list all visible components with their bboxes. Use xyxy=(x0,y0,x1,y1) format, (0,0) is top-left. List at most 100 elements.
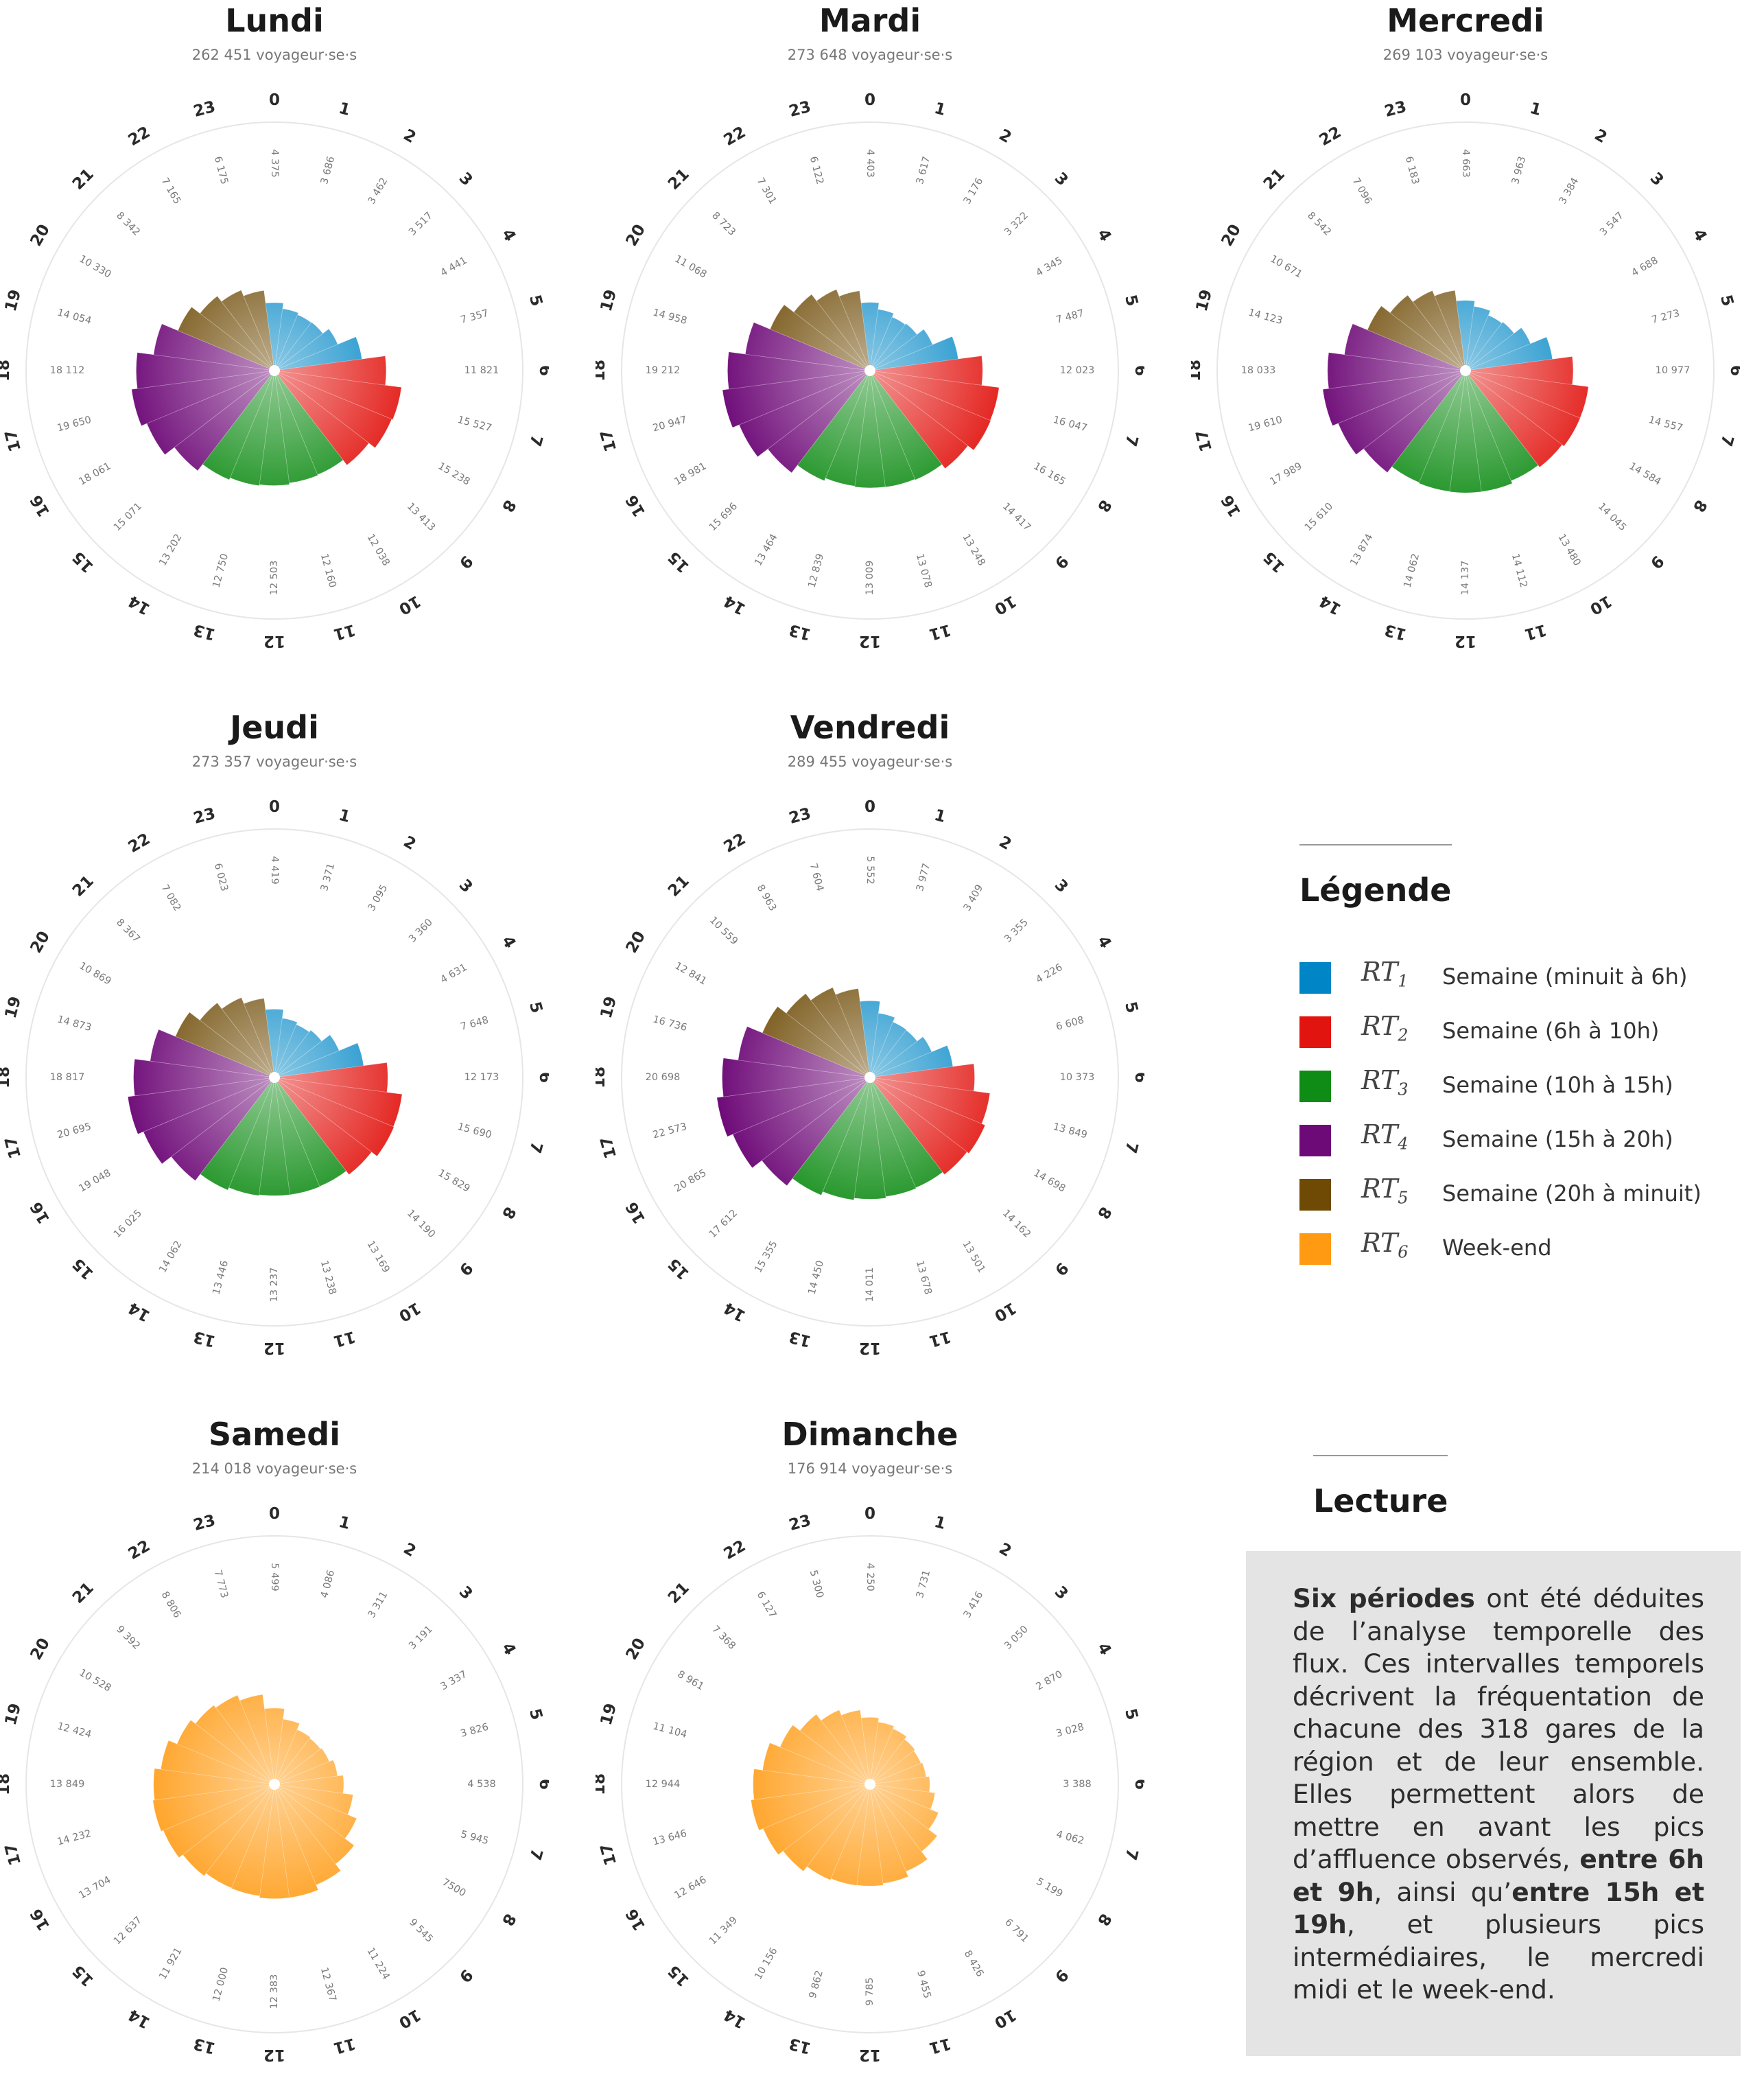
bar-hour-17 xyxy=(722,370,871,428)
hour-label: 15 xyxy=(665,1961,693,1990)
bar-hour-5 xyxy=(1465,336,1553,371)
value-label: 14 232 xyxy=(56,1828,93,1848)
value-label: 12 750 xyxy=(211,552,231,589)
hour-label: 21 xyxy=(69,872,97,900)
value-label: 14 011 xyxy=(864,1268,875,1303)
value-label: 14 112 xyxy=(1509,552,1529,589)
value-label: 6 127 xyxy=(755,1590,779,1620)
bar-hour-14 xyxy=(797,370,871,482)
value-label: 3 384 xyxy=(1557,176,1581,207)
bar-hour-7 xyxy=(869,370,1000,421)
hour-label: 8 xyxy=(1094,1911,1115,1929)
value-label: 12 646 xyxy=(673,1874,709,1901)
hour-label: 12 xyxy=(1455,632,1476,650)
bar-hour-18 xyxy=(153,1768,275,1801)
hour-label: 0 xyxy=(269,91,280,109)
hour-label: 14 xyxy=(721,2005,749,2032)
hour-label: 8 xyxy=(498,1204,519,1222)
value-label: 4 226 xyxy=(1035,962,1065,986)
hour-label: 17 xyxy=(598,1841,620,1867)
hour-label: 11 xyxy=(331,2034,357,2057)
bar-hour-9 xyxy=(869,370,969,469)
bar-hour-15 xyxy=(1363,370,1466,474)
hour-label: 22 xyxy=(126,1537,154,1564)
bar-hour-0 xyxy=(264,1707,285,1785)
value-label: 7 368 xyxy=(709,1624,738,1652)
value-label: 19 048 xyxy=(78,1167,113,1194)
bar-hour-16 xyxy=(732,1077,871,1169)
value-label: 7500 xyxy=(440,1877,468,1899)
value-label: 3 311 xyxy=(366,1590,390,1620)
hour-label: 6 xyxy=(536,1072,549,1083)
hour-label: 3 xyxy=(456,170,476,190)
hour-label: 10 xyxy=(991,2005,1020,2032)
value-label: 18 981 xyxy=(673,460,709,487)
bar-hour-8 xyxy=(274,370,392,449)
value-label: 14 123 xyxy=(1247,307,1284,327)
hour-label: 17 xyxy=(598,428,620,454)
bar-hour-12 xyxy=(854,370,886,489)
bar-hour-1 xyxy=(1465,306,1491,371)
bar-hour-8 xyxy=(869,1784,939,1830)
legend-swatch xyxy=(1299,1179,1331,1211)
bar-hour-17 xyxy=(716,1077,871,1137)
value-label: 10 869 xyxy=(78,960,113,987)
hour-label: 18 xyxy=(596,1066,609,1088)
chart-subtitle: 289 455 voyageur·se·s xyxy=(787,754,953,770)
bar-hour-10 xyxy=(869,1077,943,1189)
value-label: 14 584 xyxy=(1627,460,1663,487)
hour-label: 19 xyxy=(598,994,620,1020)
hour-label: 9 xyxy=(456,1965,476,1986)
value-label: 13 464 xyxy=(753,533,779,568)
bar-hour-11 xyxy=(869,1077,917,1198)
bar-hour-2 xyxy=(869,1728,907,1785)
chart-subtitle: 273 357 voyageur·se·s xyxy=(191,754,357,770)
bar-hour-0 xyxy=(859,1001,881,1078)
bar-hour-9 xyxy=(274,370,370,466)
value-label: 3 050 xyxy=(1002,1624,1031,1652)
bar-hour-3 xyxy=(274,1029,322,1078)
bar-hour-22 xyxy=(1412,290,1466,371)
value-label: 4 062 xyxy=(1055,1829,1085,1847)
hour-label: 21 xyxy=(1260,165,1288,194)
hour-label: 16 xyxy=(623,492,650,520)
bar-hour-6 xyxy=(274,1062,388,1093)
bar-hour-1 xyxy=(869,309,894,371)
value-label: 7 082 xyxy=(159,883,183,913)
hour-label: 1 xyxy=(1528,100,1543,119)
bar-hour-20 xyxy=(1367,305,1466,371)
value-label: 13 501 xyxy=(960,1239,987,1275)
bar-hour-4 xyxy=(274,1034,340,1078)
polar-chart-lundi: 0 4 375 1 3 686 2 3 462 3 3 517 4 4 441 5 7 357 6 11 … xyxy=(0,91,549,650)
legend-item-rt3: RT3 Semaine (10h à 15h) xyxy=(1299,1062,1725,1104)
bar-hour-13 xyxy=(822,1077,871,1200)
value-label: 3 095 xyxy=(366,883,390,913)
hour-label: 5 xyxy=(1121,1707,1141,1722)
chart-title: Dimanche xyxy=(781,1416,958,1453)
bar-hour-10 xyxy=(869,370,943,480)
value-label: 13 646 xyxy=(652,1828,688,1848)
hour-label: 15 xyxy=(665,1255,693,1283)
outer-ring xyxy=(621,121,1119,620)
hour-label: 1 xyxy=(337,806,352,826)
hour-label: 17 xyxy=(2,428,25,454)
bar-hour-6 xyxy=(274,355,387,386)
value-label: 12 841 xyxy=(673,960,709,987)
hour-label: 20 xyxy=(27,222,54,250)
chart-subtitle: 262 451 voyageur·se·s xyxy=(191,47,357,63)
bar-hour-5 xyxy=(274,1760,338,1785)
hour-label: 10 xyxy=(991,592,1020,618)
outer-ring xyxy=(621,1535,1119,2033)
hour-label: 0 xyxy=(864,798,875,816)
outer-ring xyxy=(25,121,523,620)
hour-label: 6 xyxy=(1131,1072,1144,1083)
value-label: 12 038 xyxy=(364,533,391,568)
chart-subtitle: 269 103 voyageur·se·s xyxy=(1382,47,1549,63)
hour-label: 15 xyxy=(69,1255,97,1283)
value-label: 12 023 xyxy=(1060,365,1095,376)
hour-label: 4 xyxy=(498,226,519,245)
hour-label: 10 xyxy=(396,592,424,618)
hour-label: 18 xyxy=(0,1773,13,1795)
